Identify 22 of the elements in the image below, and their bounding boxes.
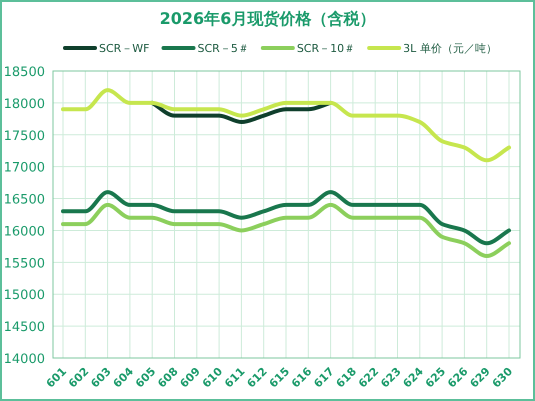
y-tick-label: 17000 (4, 160, 45, 176)
line-series (61, 88, 511, 162)
x-tick-label: 611 (222, 364, 248, 390)
y-tick-label: 14500 (4, 320, 45, 336)
x-tick-label: 609 (177, 364, 203, 390)
legend-label: 3L 单价（元／吨） (403, 42, 497, 55)
y-tick-label: 16000 (4, 224, 45, 240)
line-series (61, 190, 511, 246)
legend-label: SCR－5＃ (198, 42, 249, 55)
y-tick-label: 15000 (4, 288, 45, 304)
chart-title: 2026年6月现货价格（含税） (160, 9, 376, 28)
legend-label: SCR－10＃ (296, 42, 356, 55)
y-tick-label: 14000 (4, 352, 45, 367)
y-tick-label: 16500 (4, 192, 45, 208)
legend-label: SCR－WF (99, 42, 150, 55)
y-tick-label: 18500 (4, 65, 45, 80)
y-tick-label: 18000 (4, 96, 45, 112)
y-tick-label: 17500 (4, 128, 45, 144)
line-series (61, 202, 511, 258)
x-tick-label: 629 (467, 364, 493, 390)
y-tick-label: 15500 (4, 256, 45, 272)
x-tick-label: 601 (44, 364, 70, 390)
